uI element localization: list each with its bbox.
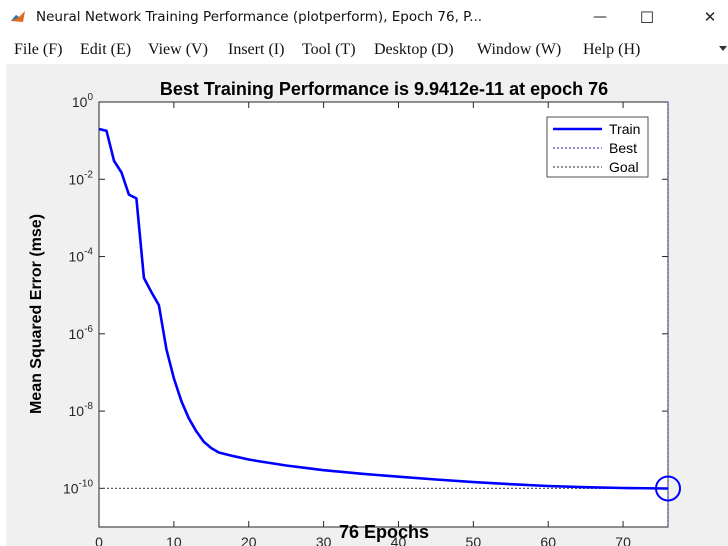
x-axis-label: 76 Epochs	[339, 522, 429, 542]
matlab-icon	[10, 9, 26, 25]
x-tick-label: 60	[540, 534, 556, 546]
performance-chart: Best Training Performance is 9.9412e-11 …	[28, 79, 681, 546]
minimize-icon: —	[593, 9, 607, 25]
close-button[interactable]: ✕	[690, 4, 728, 30]
y-axis-label: Mean Squared Error (mse)	[28, 214, 45, 414]
x-tick-label: 50	[466, 534, 482, 546]
maximize-icon: ☐	[639, 7, 655, 27]
menu-edit[interactable]: Edit (E)	[80, 41, 132, 58]
legend-best-label: Best	[609, 140, 637, 156]
y-tick-label: 100	[72, 92, 94, 110]
y-tick-label: 10-8	[69, 401, 94, 419]
menu-tool[interactable]: Tool (T)	[302, 41, 356, 58]
menu-window[interactable]: Window (W)	[477, 41, 562, 58]
menu-bar: File (F) Edit (E) View (V) Insert (I) To…	[0, 36, 728, 64]
menu-insert[interactable]: Insert (I)	[228, 41, 285, 58]
menu-help[interactable]: Help (H)	[583, 41, 641, 58]
train-line	[98, 127, 669, 490]
menu-view[interactable]: View (V)	[148, 41, 208, 58]
x-tick-label: 70	[615, 534, 631, 546]
y-tick-label: 10-10	[63, 478, 93, 496]
x-tick-label: 0	[95, 534, 103, 546]
title-bar: Neural Network Training Performance (plo…	[0, 0, 728, 34]
figure-area: Best Training Performance is 9.9412e-11 …	[6, 64, 728, 546]
x-tick-label: 10	[166, 534, 182, 546]
menu-file[interactable]: File (F)	[14, 41, 63, 58]
legend-goal-label: Goal	[609, 159, 639, 175]
y-ticks: 100 10-2 10-4 10-6 10-8 10-10	[63, 92, 668, 496]
dock-arrow-icon[interactable]	[718, 44, 728, 54]
legend-train-label: Train	[609, 121, 640, 137]
y-tick-label: 10-2	[69, 169, 94, 187]
x-tick-label: 30	[316, 534, 332, 546]
chart-title: Best Training Performance is 9.9412e-11 …	[160, 79, 608, 99]
window-title: Neural Network Training Performance (plo…	[36, 9, 483, 25]
x-ticks: 0 10 20 30 40 50 60 70	[95, 102, 631, 546]
close-icon: ✕	[703, 8, 717, 26]
x-tick-label: 40	[391, 534, 407, 546]
menu-desktop[interactable]: Desktop (D)	[374, 41, 454, 58]
legend: Train Best Goal	[546, 116, 649, 178]
best-marker	[655, 475, 681, 502]
y-tick-label: 10-4	[69, 247, 94, 265]
minimize-button[interactable]: —	[580, 4, 620, 30]
x-tick-label: 20	[241, 534, 257, 546]
maximize-button[interactable]: ☐	[627, 4, 667, 30]
y-tick-label: 10-6	[69, 324, 94, 342]
